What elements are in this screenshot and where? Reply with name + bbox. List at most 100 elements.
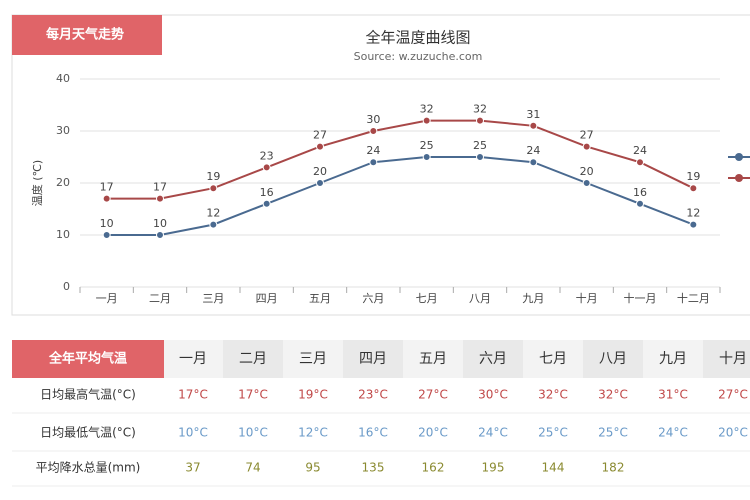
series-line — [106, 119, 694, 200]
data-label: 24 — [526, 144, 540, 157]
point — [156, 231, 164, 239]
x-tick-label: 十月 — [576, 291, 598, 305]
x-tick-label: 九月 — [522, 292, 544, 305]
table-cell: 30°C — [478, 388, 508, 402]
x-tick-label: 十二月 — [677, 291, 710, 305]
table-cell: 27°C — [418, 388, 448, 402]
header-cell-bg — [703, 340, 750, 378]
month-header: 三月 — [299, 351, 327, 367]
tab — [12, 15, 162, 55]
month-header: 七月 — [539, 351, 567, 367]
data-label: 31 — [526, 108, 540, 121]
table-cell: 25°C — [538, 426, 568, 440]
table-cell: 10°C — [178, 426, 208, 440]
data-label: 10 — [100, 217, 114, 230]
table-cell: 23°C — [358, 388, 388, 402]
data-label: 24 — [633, 144, 647, 157]
point — [262, 163, 271, 172]
data-label: 20 — [313, 165, 327, 178]
point — [156, 194, 164, 203]
y-tick-label: 40 — [56, 72, 70, 85]
table-cell: 17°C — [178, 388, 208, 402]
data-label: 17 — [153, 181, 167, 194]
point — [636, 199, 644, 208]
point — [582, 179, 591, 187]
legend-marker — [735, 174, 743, 182]
legend-marker — [735, 153, 743, 161]
point — [316, 179, 324, 187]
x-tick-label: 八月 — [469, 292, 491, 305]
table-cell: 182 — [602, 461, 625, 475]
point — [529, 121, 538, 130]
data-label: 25 — [420, 139, 434, 152]
table-cell: 20°C — [418, 426, 448, 440]
point — [369, 127, 378, 135]
x-tick-label: 四月 — [256, 292, 278, 305]
point — [369, 158, 378, 167]
x-tick-label: 一月 — [96, 292, 118, 305]
month-header: 六月 — [479, 351, 507, 367]
data-label: 27 — [580, 129, 594, 142]
table-tab — [12, 340, 164, 378]
data-label: 24 — [366, 144, 380, 157]
data-label: 32 — [420, 103, 434, 116]
x-tick-label: 十一月 — [624, 291, 657, 305]
x-tick-label: 七月 — [416, 292, 438, 305]
table-cell: 20°C — [718, 426, 748, 440]
point — [102, 194, 111, 203]
table-cell: 74 — [245, 461, 260, 475]
tab-title: 每月天气走势 — [46, 27, 124, 43]
month-header: 九月 — [659, 351, 687, 367]
chart-frame — [11, 14, 750, 316]
table-cell: 24°C — [478, 426, 508, 440]
month-header: 四月 — [359, 351, 387, 367]
table-cell: 19°C — [298, 388, 328, 402]
data-label: 20 — [580, 165, 594, 178]
month-header: 五月 — [419, 351, 447, 367]
point — [476, 116, 484, 125]
table-cell: 144 — [542, 461, 565, 475]
point — [476, 153, 484, 161]
table-cell: 195 — [482, 461, 505, 475]
table-title: 全年平均气温 — [48, 351, 127, 367]
header-cell-bg — [223, 340, 283, 378]
table-cell: 10°C — [238, 426, 268, 440]
table-cell: 162 — [422, 461, 445, 475]
table-cell: 31°C — [658, 388, 688, 402]
chart-title: 全年温度曲线图 — [365, 29, 470, 47]
row-label: 日均最高气温(°C) — [40, 387, 136, 402]
data-label: 12 — [206, 207, 220, 220]
y-tick-label: 30 — [56, 124, 70, 137]
x-tick-label: 五月 — [309, 292, 331, 305]
point — [102, 231, 111, 239]
table-cell: 12°C — [298, 426, 328, 440]
data-label: 16 — [260, 186, 274, 199]
month-header: 十月 — [719, 351, 747, 367]
data-label: 12 — [686, 207, 700, 220]
x-tick-label: 二月 — [149, 292, 171, 305]
table-cell: 37 — [185, 461, 200, 475]
y-tick-label: 20 — [56, 176, 70, 189]
series-line — [106, 156, 694, 236]
point — [582, 142, 591, 151]
row-label: 平均降水总量(mm) — [36, 461, 141, 475]
y-tick-label: 0 — [63, 280, 70, 293]
data-label: 10 — [153, 217, 167, 230]
table-cell: 16°C — [358, 426, 388, 440]
y-tick-label: 10 — [56, 228, 70, 241]
x-tick-label: 三月 — [202, 292, 224, 305]
header-cell-bg — [463, 340, 523, 378]
data-label: 30 — [366, 113, 380, 126]
data-label: 16 — [633, 186, 647, 199]
point — [636, 158, 644, 167]
point — [689, 184, 698, 193]
table-cell: 32°C — [598, 388, 628, 402]
point — [529, 158, 538, 167]
data-label: 32 — [473, 103, 487, 116]
table-cell: 95 — [305, 461, 320, 475]
month-header: 一月 — [179, 351, 207, 367]
table-cell: 25°C — [598, 426, 628, 440]
point — [316, 142, 324, 151]
data-label: 19 — [206, 170, 220, 183]
